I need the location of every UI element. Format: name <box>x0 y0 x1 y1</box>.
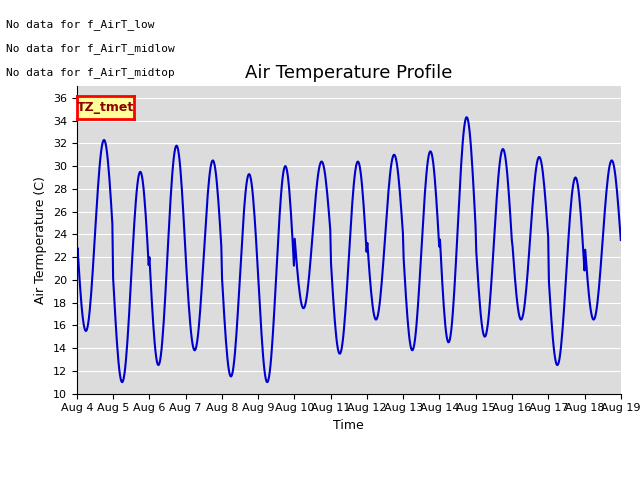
Text: No data for f_AirT_midtop: No data for f_AirT_midtop <box>6 67 175 78</box>
Text: No data for f_AirT_low: No data for f_AirT_low <box>6 19 155 30</box>
X-axis label: Time: Time <box>333 419 364 432</box>
Title: Air Temperature Profile: Air Temperature Profile <box>245 64 452 82</box>
Y-axis label: Air Termperature (C): Air Termperature (C) <box>35 176 47 304</box>
Text: No data for f_AirT_midlow: No data for f_AirT_midlow <box>6 43 175 54</box>
Text: TZ_tmet: TZ_tmet <box>77 101 134 114</box>
